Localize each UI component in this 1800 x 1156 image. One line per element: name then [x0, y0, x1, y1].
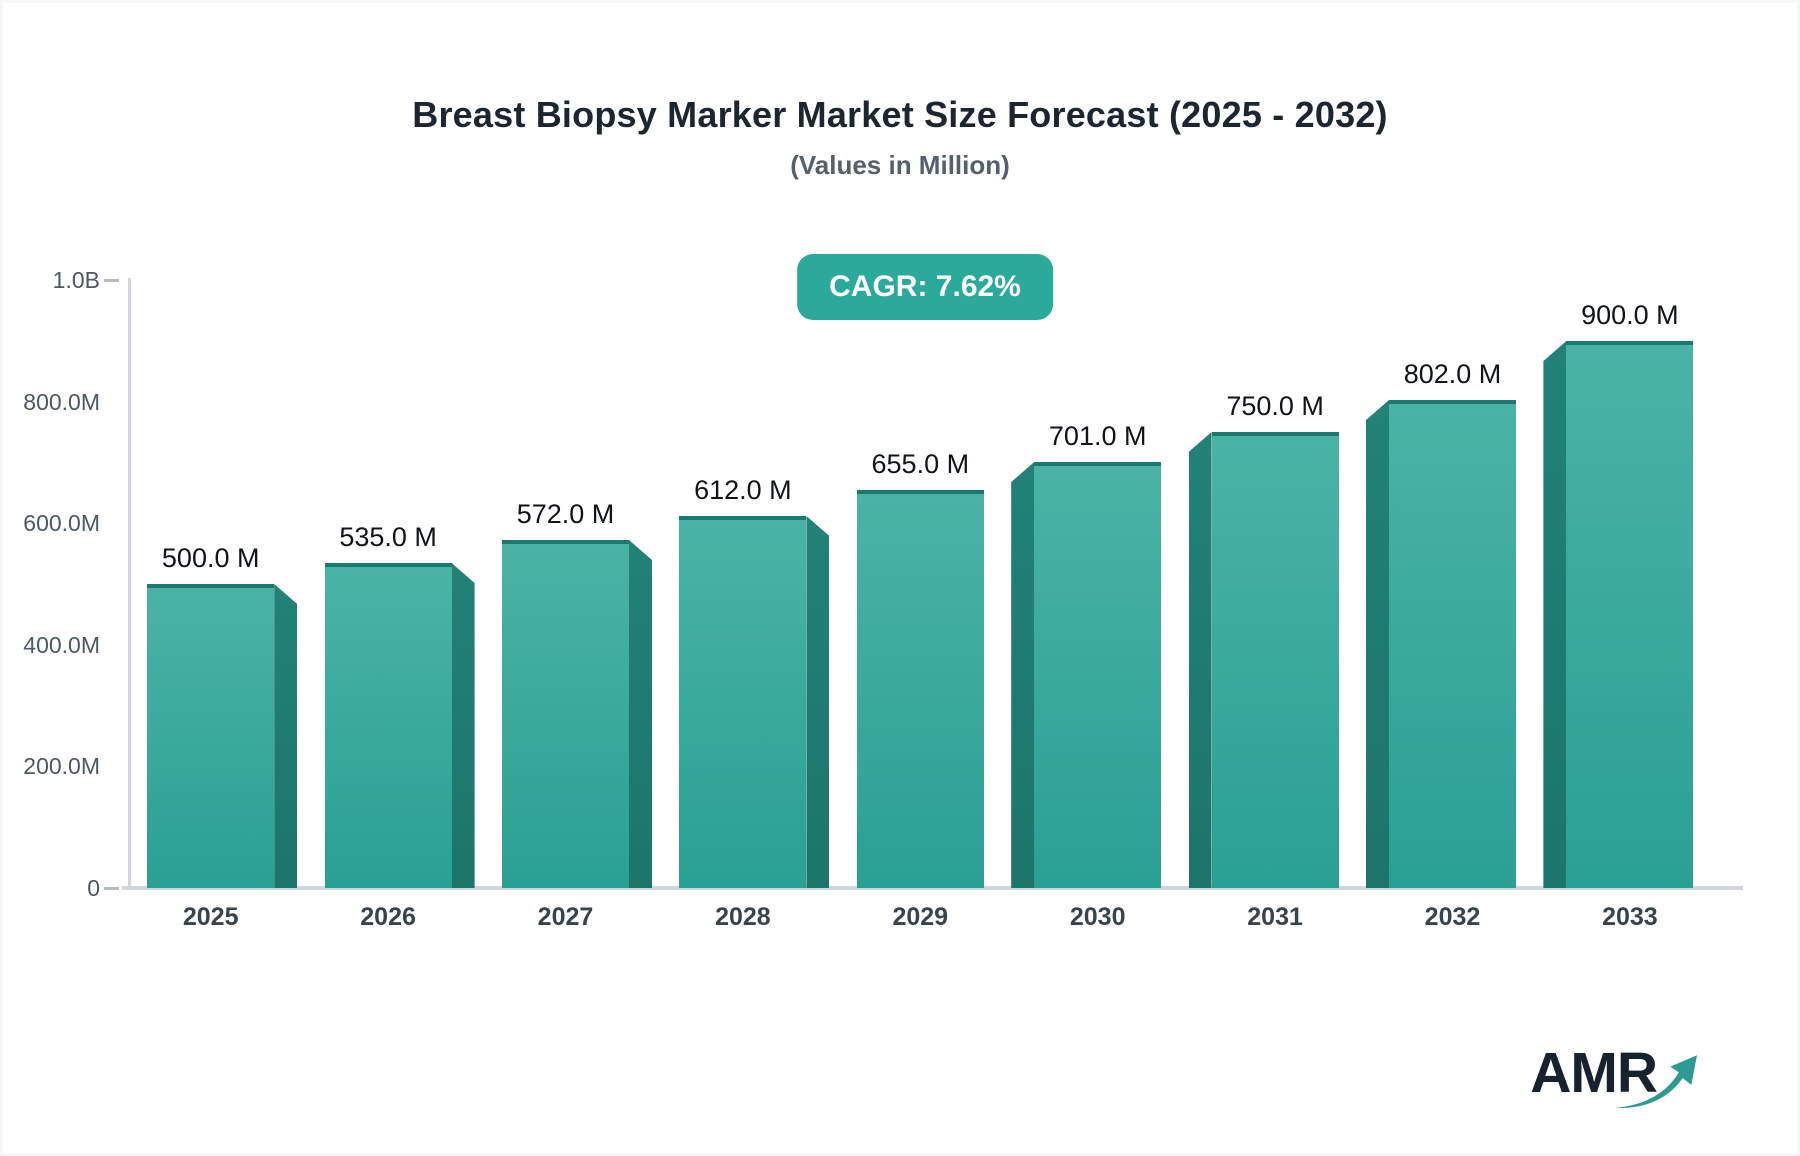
bar-2029[interactable] [856, 490, 984, 888]
bar-3d-side [1011, 462, 1035, 888]
x-tick-label: 2031 [1247, 903, 1303, 931]
y-tick-label: 600.0M [23, 510, 100, 537]
y-tick-label: 0 [87, 875, 100, 901]
bar-value-label: 750.0 M [1226, 391, 1324, 421]
x-tick-label: 2033 [1602, 903, 1658, 931]
bar-2028[interactable] [679, 516, 807, 888]
x-axis-line [122, 886, 1743, 890]
bar-value-label: 900.0 M [1581, 300, 1679, 330]
bar-3d-side [806, 516, 830, 888]
bar-value-label: 535.0 M [339, 522, 437, 552]
bar-value-label: 612.0 M [694, 475, 792, 505]
amr-logo: AMR [1530, 1041, 1697, 1108]
y-tick-label: 400.0M [23, 631, 100, 658]
x-tick-label: 2027 [537, 903, 594, 931]
bar-value-label: 655.0 M [871, 449, 970, 479]
growth-arrow-icon [1614, 1055, 1697, 1108]
bar-value-label: 500.0 M [161, 543, 260, 573]
chart-title: Breast Biopsy Marker Market Size Forecas… [412, 94, 1388, 135]
y-axis-line [128, 278, 131, 890]
bar-3d-side [1188, 432, 1212, 888]
bar-2027[interactable] [502, 540, 629, 888]
x-tick-label: 2030 [1069, 903, 1126, 931]
bar-3d-side [451, 563, 475, 888]
y-tick-label: 200.0M [23, 753, 100, 780]
x-tick-label: 2029 [892, 903, 949, 931]
bar-3d-side [629, 540, 652, 888]
bar-2033[interactable] [1566, 341, 1694, 888]
x-tick-label: 2028 [715, 903, 771, 931]
y-tick-mark [104, 279, 119, 282]
y-tick-mark [104, 887, 119, 890]
bar-2032[interactable] [1389, 400, 1516, 888]
x-tick-label: 2032 [1424, 903, 1481, 931]
bar-value-label: 701.0 M [1048, 421, 1147, 451]
bar-value-label: 572.0 M [516, 499, 615, 529]
bar-2025[interactable] [147, 584, 275, 888]
x-tick-label: 2025 [182, 903, 239, 931]
bar-2031[interactable] [1211, 432, 1339, 888]
y-tick-label: 1.0B [52, 267, 100, 293]
bar-value-label: 802.0 M [1403, 359, 1502, 389]
cagr-badge: CAGR: 7.62% [797, 254, 1053, 320]
bar-2030[interactable] [1034, 462, 1162, 888]
bar-3d-side [274, 584, 298, 888]
bar-3d-side [1366, 400, 1389, 888]
bar-3d-side [1543, 341, 1567, 888]
chart-subtitle: (Values in Million) [790, 150, 1010, 180]
amr-logo-text: AMR [1530, 1041, 1658, 1105]
x-tick-label: 2026 [360, 903, 416, 931]
y-tick-label: 800.0M [23, 388, 100, 415]
bar-2026[interactable] [324, 563, 452, 888]
